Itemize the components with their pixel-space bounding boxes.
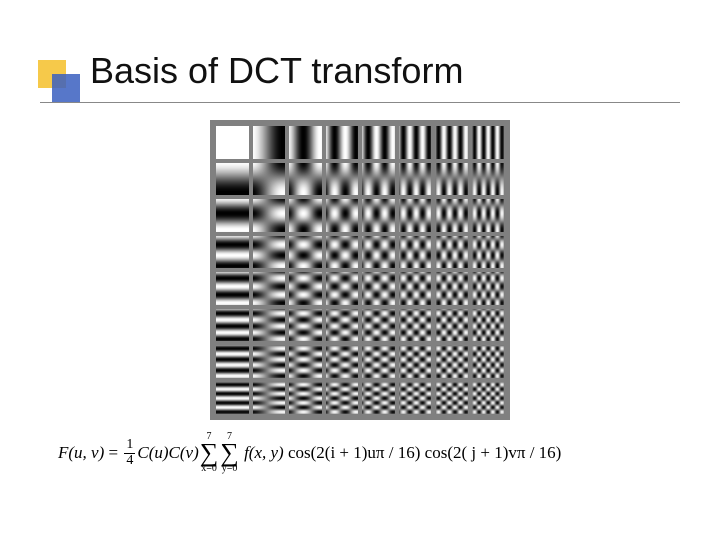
- dct-basis-cell: [399, 236, 432, 269]
- dct-basis-cell: [289, 382, 322, 415]
- dct-basis-cell: [399, 163, 432, 196]
- eq-frac-num: 1: [124, 438, 135, 454]
- dct-basis-cell: [472, 236, 505, 269]
- eq-func: f(x, y): [244, 443, 284, 463]
- dct-basis-cell: [289, 126, 322, 159]
- dct-basis-cell: [472, 272, 505, 305]
- dct-basis-cell: [216, 382, 249, 415]
- dct-basis-cell: [216, 163, 249, 196]
- dct-basis-cell: [326, 163, 359, 196]
- dct-basis-cell: [326, 236, 359, 269]
- dct-basis-cell: [289, 309, 322, 342]
- dct-basis-cell: [216, 345, 249, 378]
- dct-basis-cell: [399, 199, 432, 232]
- eq-frac-den: 4: [124, 454, 135, 469]
- eq-lead-frac: 1 4: [124, 438, 135, 468]
- dct-basis-cell: [216, 199, 249, 232]
- eq-sum2: 7 ∑ y=0: [220, 432, 239, 474]
- dct-equation: F(u, v) = 1 4 C(u)C(v) 7 ∑ x=0 7 ∑ y=0 f…: [58, 432, 561, 474]
- dct-basis-cell: [362, 272, 395, 305]
- dct-basis-cell: [362, 382, 395, 415]
- eq-sum1: 7 ∑ x=0: [200, 432, 219, 474]
- dct-basis-cell: [362, 126, 395, 159]
- title-bullet-blue: [52, 74, 80, 102]
- title-underline: [40, 102, 680, 103]
- dct-basis-cell: [289, 345, 322, 378]
- dct-basis-cell: [399, 309, 432, 342]
- dct-basis-cell: [253, 382, 286, 415]
- dct-basis-cell: [435, 345, 468, 378]
- eq-coeff: C(u)C(v): [137, 443, 198, 463]
- dct-basis-cell: [435, 272, 468, 305]
- dct-basis-cell: [289, 272, 322, 305]
- eq-lhs: F(u, v): [58, 443, 104, 463]
- dct-basis-cell: [253, 163, 286, 196]
- dct-basis-cell: [399, 272, 432, 305]
- eq-cos2: cos(2( j + 1)vπ / 16): [420, 443, 561, 463]
- dct-basis-cell: [216, 126, 249, 159]
- dct-basis-cell: [253, 309, 286, 342]
- dct-basis-cell: [253, 199, 286, 232]
- dct-basis-cell: [362, 199, 395, 232]
- dct-basis-cell: [472, 345, 505, 378]
- dct-basis-cell: [362, 236, 395, 269]
- dct-basis-cell: [326, 382, 359, 415]
- dct-basis-cell: [362, 345, 395, 378]
- eq-equals: =: [104, 443, 122, 463]
- dct-basis-cell: [435, 382, 468, 415]
- dct-basis-cell: [435, 199, 468, 232]
- dct-basis-cell: [216, 236, 249, 269]
- dct-basis-cell: [362, 309, 395, 342]
- dct-basis-cell: [362, 163, 395, 196]
- dct-basis-panel: [210, 120, 510, 420]
- dct-basis-cell: [326, 309, 359, 342]
- dct-basis-cell: [326, 126, 359, 159]
- dct-basis-cell: [216, 309, 249, 342]
- dct-basis-cell: [472, 126, 505, 159]
- dct-basis-cell: [289, 199, 322, 232]
- dct-basis-cell: [216, 272, 249, 305]
- dct-basis-cell: [399, 345, 432, 378]
- dct-basis-cell: [253, 345, 286, 378]
- dct-basis-cell: [472, 163, 505, 196]
- dct-basis-cell: [289, 236, 322, 269]
- dct-basis-cell: [326, 199, 359, 232]
- dct-basis-cell: [435, 126, 468, 159]
- dct-basis-cell: [472, 382, 505, 415]
- dct-basis-cell: [472, 309, 505, 342]
- dct-basis-grid: [216, 126, 504, 414]
- dct-basis-cell: [435, 309, 468, 342]
- dct-basis-cell: [435, 236, 468, 269]
- eq-cos1: cos(2(i + 1)uπ / 16): [284, 443, 421, 463]
- slide-title: Basis of DCT transform: [90, 50, 463, 92]
- dct-basis-cell: [253, 236, 286, 269]
- dct-basis-cell: [399, 382, 432, 415]
- dct-basis-cell: [326, 345, 359, 378]
- dct-basis-cell: [253, 126, 286, 159]
- dct-basis-cell: [472, 199, 505, 232]
- dct-basis-cell: [326, 272, 359, 305]
- dct-basis-cell: [289, 163, 322, 196]
- dct-basis-cell: [399, 126, 432, 159]
- dct-basis-cell: [253, 272, 286, 305]
- dct-basis-cell: [435, 163, 468, 196]
